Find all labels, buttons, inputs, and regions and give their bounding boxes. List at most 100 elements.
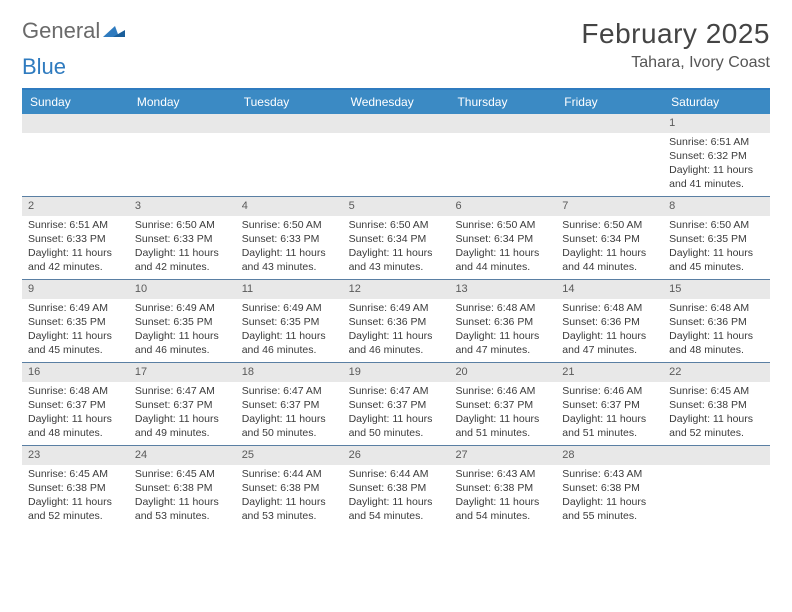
calendar-row: 16Sunrise: 6:48 AMSunset: 6:37 PMDayligh… (22, 363, 770, 446)
day-number (449, 114, 556, 133)
day-info: Sunrise: 6:48 AMSunset: 6:37 PMDaylight:… (22, 382, 129, 445)
day-number: 4 (236, 197, 343, 216)
day-number: 23 (22, 446, 129, 465)
calendar-cell: 22Sunrise: 6:45 AMSunset: 6:38 PMDayligh… (663, 363, 770, 445)
day-info: Sunrise: 6:46 AMSunset: 6:37 PMDaylight:… (556, 382, 663, 445)
sunrise-text: Sunrise: 6:48 AM (669, 301, 764, 315)
calendar-cell: 15Sunrise: 6:48 AMSunset: 6:36 PMDayligh… (663, 280, 770, 362)
daylight-text: Daylight: 11 hours and 48 minutes. (28, 412, 123, 440)
daylight-text: Daylight: 11 hours and 53 minutes. (242, 495, 337, 523)
sunset-text: Sunset: 6:37 PM (28, 398, 123, 412)
day-info: Sunrise: 6:51 AMSunset: 6:33 PMDaylight:… (22, 216, 129, 279)
sunset-text: Sunset: 6:38 PM (669, 398, 764, 412)
sunrise-text: Sunrise: 6:50 AM (669, 218, 764, 232)
day-number: 2 (22, 197, 129, 216)
daylight-text: Daylight: 11 hours and 46 minutes. (135, 329, 230, 357)
day-number: 12 (343, 280, 450, 299)
daylight-text: Daylight: 11 hours and 50 minutes. (349, 412, 444, 440)
day-number: 18 (236, 363, 343, 382)
sunrise-text: Sunrise: 6:45 AM (669, 384, 764, 398)
calendar-row: 2Sunrise: 6:51 AMSunset: 6:33 PMDaylight… (22, 197, 770, 280)
sunset-text: Sunset: 6:37 PM (562, 398, 657, 412)
sunset-text: Sunset: 6:37 PM (455, 398, 550, 412)
daylight-text: Daylight: 11 hours and 54 minutes. (455, 495, 550, 523)
day-number: 8 (663, 197, 770, 216)
calendar-column-header: Wednesday (343, 90, 450, 114)
calendar-cell: 26Sunrise: 6:44 AMSunset: 6:38 PMDayligh… (343, 446, 450, 528)
day-number (663, 446, 770, 465)
logo-word2: Blue (22, 54, 66, 80)
daylight-text: Daylight: 11 hours and 47 minutes. (455, 329, 550, 357)
sunrise-text: Sunrise: 6:45 AM (28, 467, 123, 481)
day-number (343, 114, 450, 133)
calendar-cell: 7Sunrise: 6:50 AMSunset: 6:34 PMDaylight… (556, 197, 663, 279)
sunrise-text: Sunrise: 6:50 AM (455, 218, 550, 232)
calendar-cell: 24Sunrise: 6:45 AMSunset: 6:38 PMDayligh… (129, 446, 236, 528)
calendar-row: 9Sunrise: 6:49 AMSunset: 6:35 PMDaylight… (22, 280, 770, 363)
day-info: Sunrise: 6:45 AMSunset: 6:38 PMDaylight:… (22, 465, 129, 528)
logo-mark-icon (103, 20, 125, 46)
calendar-row: 1Sunrise: 6:51 AMSunset: 6:32 PMDaylight… (22, 114, 770, 197)
sunrise-text: Sunrise: 6:50 AM (242, 218, 337, 232)
sunset-text: Sunset: 6:38 PM (455, 481, 550, 495)
day-info: Sunrise: 6:43 AMSunset: 6:38 PMDaylight:… (449, 465, 556, 528)
calendar-body: 1Sunrise: 6:51 AMSunset: 6:32 PMDaylight… (22, 114, 770, 528)
sunrise-text: Sunrise: 6:49 AM (349, 301, 444, 315)
calendar-cell (663, 446, 770, 528)
day-number: 20 (449, 363, 556, 382)
daylight-text: Daylight: 11 hours and 46 minutes. (349, 329, 444, 357)
day-number: 19 (343, 363, 450, 382)
sunrise-text: Sunrise: 6:44 AM (242, 467, 337, 481)
daylight-text: Daylight: 11 hours and 44 minutes. (562, 246, 657, 274)
title-block: February 2025 Tahara, Ivory Coast (581, 18, 770, 72)
day-info: Sunrise: 6:47 AMSunset: 6:37 PMDaylight:… (129, 382, 236, 445)
sunset-text: Sunset: 6:33 PM (135, 232, 230, 246)
calendar-page: General February 2025 Tahara, Ivory Coas… (0, 0, 792, 540)
month-title: February 2025 (581, 18, 770, 50)
day-info: Sunrise: 6:43 AMSunset: 6:38 PMDaylight:… (556, 465, 663, 528)
day-info: Sunrise: 6:50 AMSunset: 6:34 PMDaylight:… (449, 216, 556, 279)
daylight-text: Daylight: 11 hours and 55 minutes. (562, 495, 657, 523)
sunset-text: Sunset: 6:35 PM (242, 315, 337, 329)
calendar-column-header: Thursday (449, 90, 556, 114)
calendar-cell (129, 114, 236, 196)
day-number: 25 (236, 446, 343, 465)
day-number (129, 114, 236, 133)
day-info: Sunrise: 6:50 AMSunset: 6:34 PMDaylight:… (556, 216, 663, 279)
calendar-column-header: Monday (129, 90, 236, 114)
sunset-text: Sunset: 6:35 PM (28, 315, 123, 329)
day-number: 16 (22, 363, 129, 382)
sunset-text: Sunset: 6:34 PM (455, 232, 550, 246)
calendar-column-header: Friday (556, 90, 663, 114)
day-info: Sunrise: 6:47 AMSunset: 6:37 PMDaylight:… (343, 382, 450, 445)
sunset-text: Sunset: 6:33 PM (28, 232, 123, 246)
daylight-text: Daylight: 11 hours and 45 minutes. (28, 329, 123, 357)
sunset-text: Sunset: 6:38 PM (349, 481, 444, 495)
calendar-cell: 23Sunrise: 6:45 AMSunset: 6:38 PMDayligh… (22, 446, 129, 528)
sunrise-text: Sunrise: 6:50 AM (135, 218, 230, 232)
sunrise-text: Sunrise: 6:47 AM (242, 384, 337, 398)
day-info: Sunrise: 6:47 AMSunset: 6:37 PMDaylight:… (236, 382, 343, 445)
sunrise-text: Sunrise: 6:44 AM (349, 467, 444, 481)
day-number (556, 114, 663, 133)
sunrise-text: Sunrise: 6:43 AM (562, 467, 657, 481)
sunset-text: Sunset: 6:33 PM (242, 232, 337, 246)
calendar-cell: 2Sunrise: 6:51 AMSunset: 6:33 PMDaylight… (22, 197, 129, 279)
daylight-text: Daylight: 11 hours and 47 minutes. (562, 329, 657, 357)
sunrise-text: Sunrise: 6:48 AM (562, 301, 657, 315)
day-info: Sunrise: 6:50 AMSunset: 6:33 PMDaylight:… (129, 216, 236, 279)
sunrise-text: Sunrise: 6:50 AM (562, 218, 657, 232)
sunset-text: Sunset: 6:37 PM (242, 398, 337, 412)
calendar-column-header: Sunday (22, 90, 129, 114)
daylight-text: Daylight: 11 hours and 49 minutes. (135, 412, 230, 440)
day-info: Sunrise: 6:44 AMSunset: 6:38 PMDaylight:… (236, 465, 343, 528)
day-number: 9 (22, 280, 129, 299)
day-info: Sunrise: 6:49 AMSunset: 6:36 PMDaylight:… (343, 299, 450, 362)
calendar-cell: 9Sunrise: 6:49 AMSunset: 6:35 PMDaylight… (22, 280, 129, 362)
day-number: 6 (449, 197, 556, 216)
day-number: 14 (556, 280, 663, 299)
sunset-text: Sunset: 6:34 PM (349, 232, 444, 246)
sunset-text: Sunset: 6:38 PM (135, 481, 230, 495)
calendar-cell: 16Sunrise: 6:48 AMSunset: 6:37 PMDayligh… (22, 363, 129, 445)
day-number: 22 (663, 363, 770, 382)
